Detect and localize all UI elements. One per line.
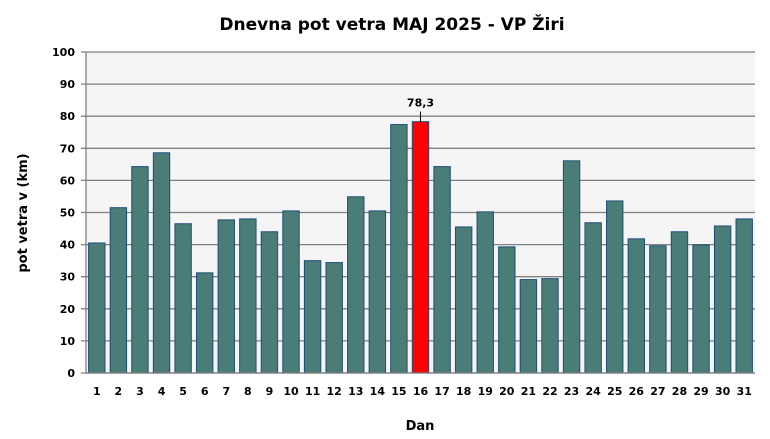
bar [260, 231, 279, 374]
x-tick-label: 19 [478, 385, 493, 398]
x-tick-label: 8 [244, 385, 252, 398]
y-tick-label: 0 [67, 367, 75, 380]
x-tick-label: 9 [266, 385, 274, 398]
x-tick-label: 6 [201, 385, 209, 398]
bar [390, 124, 408, 374]
bar [735, 218, 753, 374]
bar [670, 231, 689, 374]
x-tick-label: 25 [607, 385, 622, 398]
bar [541, 278, 559, 374]
x-tick-label: 10 [283, 385, 299, 398]
bar [713, 225, 732, 374]
x-tick-label: 4 [158, 385, 166, 398]
x-tick-label: 15 [391, 385, 406, 398]
x-tick-label: 2 [115, 385, 123, 398]
y-axis-label: pot vetra v (km) [16, 153, 31, 272]
bar [282, 210, 300, 374]
bar [454, 226, 473, 374]
bar [347, 196, 365, 374]
x-tick-label: 12 [327, 385, 342, 398]
data-label: 78,3 [407, 97, 434, 110]
bar-highlight [411, 121, 430, 374]
y-tick-label: 10 [60, 335, 76, 348]
bar [627, 238, 646, 374]
x-tick-label: 23 [564, 385, 579, 398]
x-tick-label: 30 [715, 385, 731, 398]
bar [195, 272, 214, 374]
bar [217, 219, 235, 374]
bar [109, 207, 128, 374]
bar [649, 245, 667, 374]
bar [131, 166, 149, 374]
x-tick-label: 22 [542, 385, 557, 398]
x-tick-label: 31 [737, 385, 752, 398]
x-tick-label: 28 [672, 385, 687, 398]
bar [584, 222, 602, 374]
bar [174, 223, 192, 374]
bar [606, 200, 624, 374]
bar [692, 244, 710, 374]
x-axis-label: Dan [406, 419, 435, 434]
x-tick-label: 1 [93, 385, 101, 398]
y-tick-label: 50 [60, 207, 76, 220]
x-tick-label: 16 [413, 385, 429, 398]
bar [562, 160, 581, 374]
bar [88, 242, 106, 374]
y-tick-label: 20 [60, 303, 76, 316]
x-tick-label: 13 [348, 385, 363, 398]
bar [239, 218, 257, 374]
bar [303, 260, 322, 374]
x-tick-label: 14 [370, 385, 386, 398]
bar [325, 262, 343, 374]
x-tick-label: 20 [499, 385, 515, 398]
bar [368, 210, 387, 374]
bar [152, 152, 171, 374]
y-tick-label: 100 [52, 46, 75, 59]
y-tick-label: 40 [60, 239, 76, 252]
bar [519, 279, 538, 374]
x-tick-label: 24 [585, 385, 601, 398]
x-tick-label: 17 [434, 385, 449, 398]
x-tick-label: 27 [650, 385, 665, 398]
y-tick-label: 90 [60, 78, 76, 91]
chart-title: Dnevna pot vetra MAJ 2025 - VP Žiri [219, 13, 564, 35]
y-tick-label: 80 [60, 110, 76, 123]
bar [498, 246, 516, 374]
x-tick-label: 26 [629, 385, 645, 398]
y-tick-label: 70 [60, 142, 76, 155]
x-tick-label: 11 [305, 385, 320, 398]
x-tick-label: 7 [222, 385, 230, 398]
x-tick-label: 5 [179, 385, 187, 398]
bar [476, 211, 494, 374]
x-tick-label: 18 [456, 385, 471, 398]
y-tick-label: 60 [60, 174, 76, 187]
x-tick-label: 21 [521, 385, 536, 398]
y-tick-label: 30 [60, 271, 76, 284]
bar [433, 166, 451, 374]
x-tick-label: 29 [693, 385, 708, 398]
x-tick-label: 3 [136, 385, 144, 398]
